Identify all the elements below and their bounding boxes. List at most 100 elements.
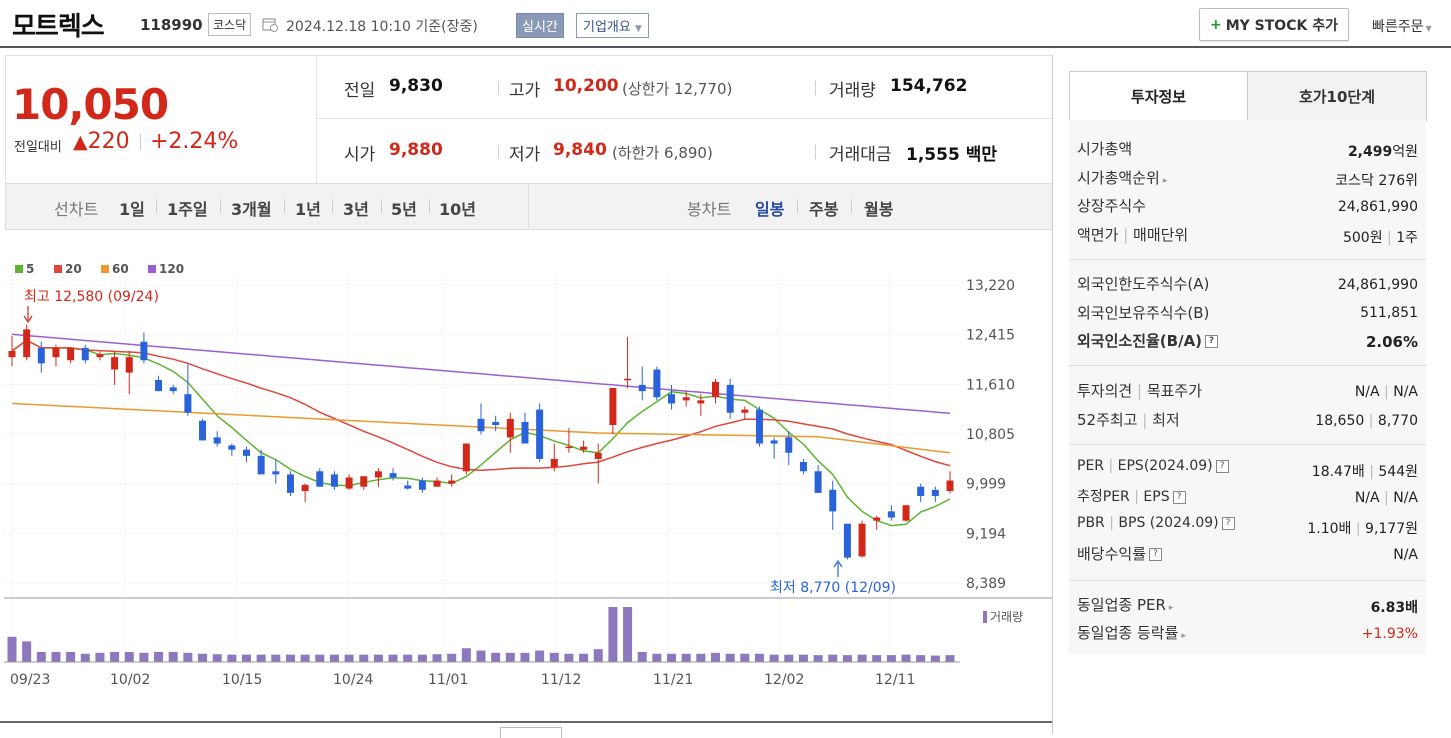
divider <box>156 199 157 213</box>
market-tag: 코스닥 <box>208 13 252 36</box>
target-value: N/A <box>1393 384 1418 400</box>
divider <box>851 199 852 213</box>
candle-body <box>770 440 778 444</box>
period-3y-button[interactable]: 3년 <box>343 200 369 219</box>
candle-body <box>433 480 441 487</box>
y-axis: 13,220 12,415 11,610 10,805 9,999 9,194 8,389 <box>966 278 1015 592</box>
help-icon[interactable]: ? <box>1215 459 1229 473</box>
divider <box>140 134 141 150</box>
legend-label-5: 5 <box>26 262 34 276</box>
tab-hoga-10[interactable]: 호가10단계 <box>1247 71 1427 121</box>
week52-label: 52주최고 | 최저 <box>1077 411 1180 429</box>
volume-bar <box>842 655 852 662</box>
candle-body <box>873 517 881 521</box>
volume-bar <box>857 654 867 662</box>
candle-body <box>81 347 89 361</box>
volume-bar <box>212 654 222 662</box>
foreign-rate-label: 외국인소진율(B/A)? <box>1077 330 1219 351</box>
candle-body <box>140 341 148 361</box>
period-1w-button[interactable]: 1주일 <box>167 200 208 219</box>
period-10y-button[interactable]: 10년 <box>439 200 476 219</box>
candle-weekly-button[interactable]: 주봉 <box>809 200 839 219</box>
volume-bar <box>198 653 208 662</box>
div-label-text: 배당수익률 <box>1077 545 1147 563</box>
caret-down-icon: ▼ <box>1425 24 1432 33</box>
chevron-right-icon: ▸ <box>1162 176 1168 186</box>
volume-bar <box>447 653 457 662</box>
volume-bar <box>549 652 559 662</box>
volume-bar <box>183 652 193 662</box>
volume-bar <box>535 650 545 662</box>
quick-order-dropdown[interactable]: 빠른주문 ▼ <box>1372 16 1432 36</box>
mystock-add-button[interactable]: + MY STOCK 추가 <box>1199 8 1349 41</box>
volume-bar <box>403 654 413 662</box>
bps-label: BPS (2024.09) <box>1118 515 1219 531</box>
volume-bar <box>242 654 251 662</box>
period-3m-button[interactable]: 3개월 <box>231 200 272 219</box>
help-icon[interactable]: ? <box>1221 516 1235 530</box>
week52-value: 18,650 | 8,770 <box>1315 413 1418 429</box>
candle-body <box>565 446 573 449</box>
prev-close-value: 9,830 <box>389 76 443 96</box>
chart-grid <box>4 275 1052 663</box>
upper-limit: (상한가 12,770) <box>622 80 733 98</box>
volume-legend-swatch <box>983 611 987 623</box>
candle-body <box>917 486 925 496</box>
low52-label: 최저 <box>1152 411 1180 429</box>
sector-rate-link[interactable]: 동일업종 등락률 ▸ <box>1077 622 1186 643</box>
collapse-handle[interactable] <box>500 727 562 738</box>
volume-bar <box>315 654 325 662</box>
chart-annotations: 최고 12,580 (09/24) 최저 8,770 (12/09) <box>23 289 896 596</box>
candle-body <box>23 329 31 358</box>
divider <box>1052 55 1053 734</box>
company-info-dropdown[interactable]: 기업개요 ▼ <box>576 13 649 38</box>
sector-rate-label: 동일업종 등락률 <box>1077 624 1179 642</box>
volume-bar <box>461 648 471 662</box>
opinion-target-value: N/A | N/A <box>1354 384 1418 400</box>
volume-label: 거래량 <box>829 81 876 101</box>
candle-body <box>67 347 75 361</box>
candle-body <box>257 455 265 475</box>
volume-legend-label: 거래량 <box>990 610 1023 624</box>
ma-line-20 <box>11 339 951 472</box>
help-icon[interactable]: ? <box>1205 335 1219 348</box>
help-icon[interactable]: ? <box>1172 490 1186 504</box>
volume-bar <box>886 655 896 662</box>
volume-bar <box>564 653 574 662</box>
divider <box>528 184 529 228</box>
candle-body <box>184 394 192 413</box>
divider <box>498 81 499 95</box>
candle-body <box>741 409 749 413</box>
realtime-button[interactable]: 실시간 <box>516 13 564 38</box>
divider <box>332 199 333 213</box>
x-tick-label: 09/23 <box>10 672 50 688</box>
stock-chart[interactable]: 5 20 60 120 13,220 12,415 11,610 10,805 9,999 9,… <box>0 228 1052 718</box>
candle-body <box>477 418 485 432</box>
candle-monthly-button[interactable]: 월봉 <box>864 200 894 219</box>
volume-bar <box>798 654 808 662</box>
market-cap-rank-link[interactable]: 시가총액순위 ▸ <box>1077 167 1167 188</box>
est-per-eps-value: N/A | N/A <box>1354 490 1418 506</box>
market-cap-value: 2,499억원 <box>1348 141 1418 161</box>
candle-daily-button[interactable]: 일봉 <box>755 200 785 219</box>
y-tick-label: 10,805 <box>966 427 1015 443</box>
high52-label: 52주최고 <box>1077 411 1138 429</box>
tab-invest-info[interactable]: 투자정보 <box>1069 71 1248 121</box>
x-tick-label: 10/02 <box>110 672 150 688</box>
volume-bar <box>769 654 779 662</box>
sector-per-link[interactable]: 동일업종 PER ▸ <box>1077 594 1173 615</box>
volume-bar <box>66 651 76 662</box>
candle-body <box>755 409 763 444</box>
volume-bar <box>110 651 120 662</box>
candle-body <box>492 421 500 426</box>
divider <box>284 199 285 213</box>
help-icon[interactable]: ? <box>1149 548 1163 561</box>
candle-body <box>580 446 588 450</box>
period-1d-button[interactable]: 1일 <box>119 200 145 219</box>
stock-code: 118990 <box>140 16 203 34</box>
x-axis: 09/23 10/02 10/15 10/24 11/01 11/12 11/21 12/02… <box>4 661 960 688</box>
face-label: 액면가 <box>1077 226 1119 244</box>
period-5y-button[interactable]: 5년 <box>391 200 417 219</box>
pbr-value: 1.10배 <box>1307 521 1352 537</box>
period-1y-button[interactable]: 1년 <box>295 200 321 219</box>
